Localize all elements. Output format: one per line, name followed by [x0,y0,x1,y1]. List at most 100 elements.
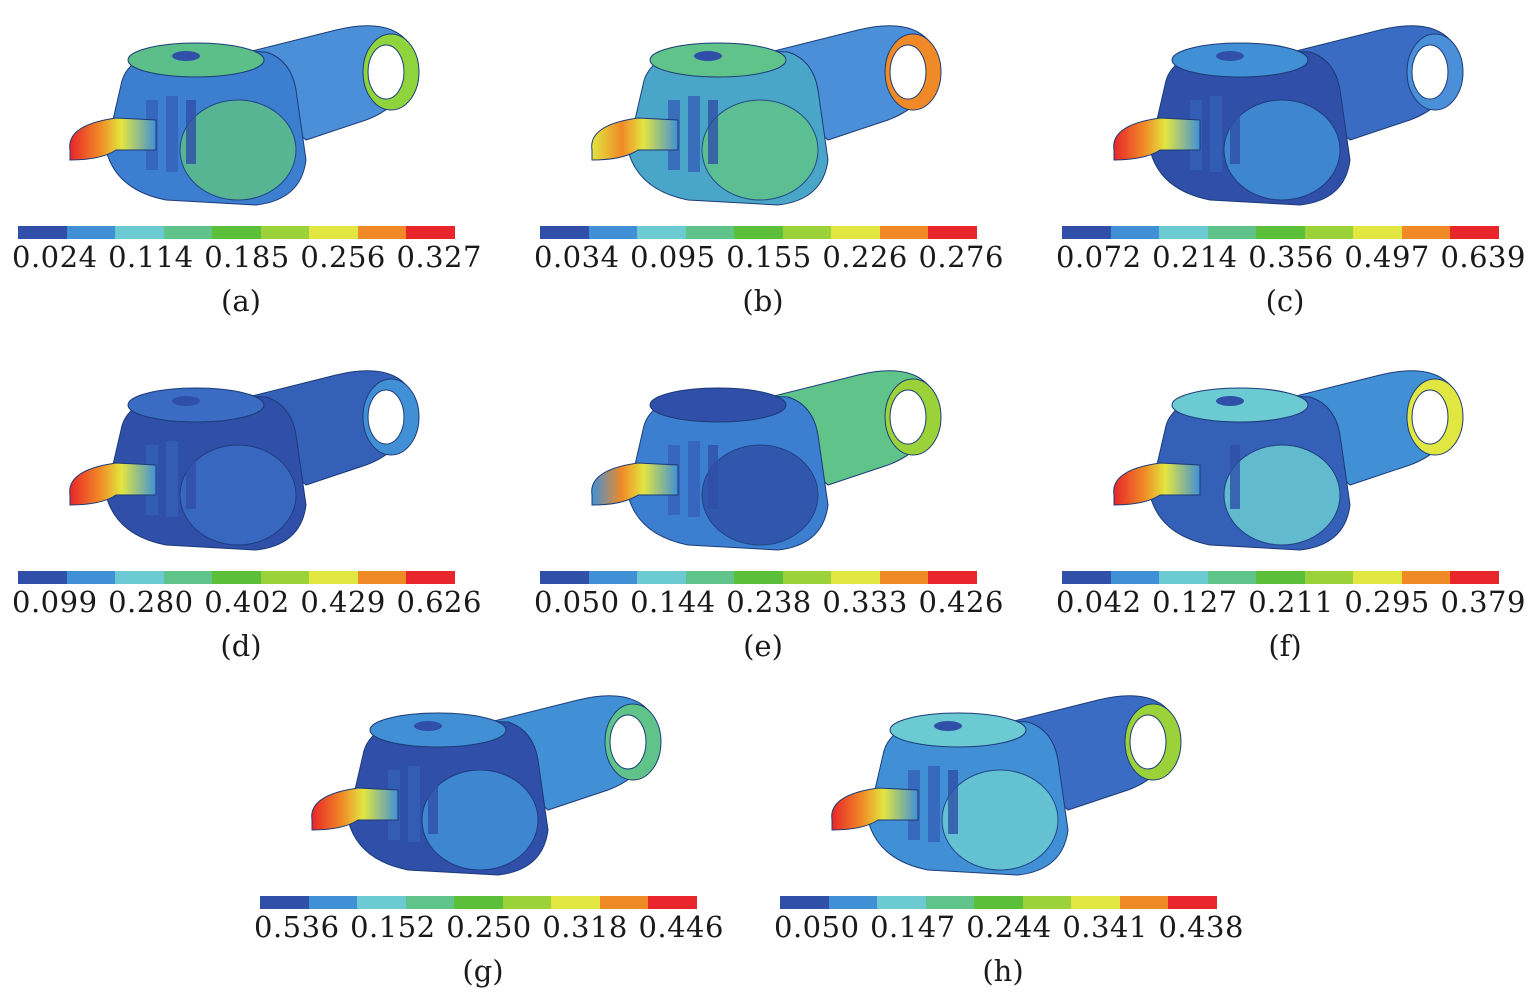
colorbar [540,571,977,584]
colorbar-segment [502,896,551,909]
colorbar [18,571,455,584]
colorbar-segment [1304,226,1353,239]
colorbar-segment [1256,226,1305,239]
colorbar [540,226,977,239]
fea-contour-render [69,370,420,551]
colorbar-segment [782,571,831,584]
colorbar-segment [551,896,600,909]
colorbar-tick-label: 0.250 [446,910,532,944]
colorbar-segment [115,571,164,584]
colorbar-segment [928,226,977,239]
colorbar-segment [1401,571,1450,584]
colorbar-tick-label: 0.438 [1158,910,1244,944]
colorbar-segment [1062,571,1111,584]
colorbar-tick-label: 0.042 [1056,585,1142,619]
colorbar-segment [308,896,357,909]
colorbar-segment [66,571,115,584]
colorbar-tick-label: 0.099 [12,585,98,619]
colorbar-segment [260,226,309,239]
colorbar-segment [1022,896,1071,909]
colorbar-segment [1207,226,1256,239]
fea-contour-render [591,25,942,206]
colorbar [18,226,455,239]
colorbar-segment [974,896,1023,909]
colorbar-tick-label: 0.379 [1440,585,1526,619]
colorbar-segment [879,226,928,239]
colorbar-segment [1110,571,1159,584]
fea-contour-render [591,370,942,551]
colorbar-tick-label: 0.155 [726,240,812,274]
colorbar-segment [1062,226,1111,239]
colorbar-tick-label: 0.238 [726,585,812,619]
subfigure-caption: (f) [1268,629,1302,663]
colorbar-tick-label: 0.226 [822,240,908,274]
colorbar-segment [454,896,503,909]
colorbar-tick-label: 0.426 [918,585,1004,619]
colorbar-tick-label: 0.152 [350,910,436,944]
colorbar-tick-label: 0.341 [1062,910,1148,944]
colorbar-segment [406,226,455,239]
colorbar-tick-labels: 0.042 0.127 0.211 0.295 0.379 [1056,585,1526,619]
colorbar-tick-label: 0.276 [918,240,1004,274]
colorbar-segment [1159,226,1208,239]
colorbar-tick-label: 0.639 [1440,240,1526,274]
colorbar-tick-label: 0.244 [966,910,1052,944]
colorbar-segment [1353,226,1402,239]
colorbar-segment [18,571,67,584]
colorbar-segment [831,226,880,239]
colorbar-tick-label: 0.356 [1248,240,1334,274]
colorbar-tick-label: 0.497 [1344,240,1430,274]
colorbar-segment [1256,571,1305,584]
colorbar-segment [115,226,164,239]
colorbar-segment [540,226,589,239]
fea-contour-render [1113,25,1464,206]
colorbar-tick-label: 0.114 [108,240,194,274]
colorbar-tick-labels: 0.050 0.144 0.238 0.333 0.426 [534,585,1004,619]
colorbar-segment [734,571,783,584]
colorbar-tick-label: 0.280 [108,585,194,619]
colorbar-segment [18,226,67,239]
colorbar-segment [782,226,831,239]
colorbar-tick-label: 0.144 [630,585,716,619]
colorbar-segment [925,896,974,909]
colorbar-segment [212,571,261,584]
colorbar-tick-label: 0.536 [254,910,340,944]
colorbar-segment [1450,571,1499,584]
colorbar-tick-labels: 0.050 0.147 0.244 0.341 0.438 [774,910,1244,944]
colorbar-segment [260,571,309,584]
colorbar-segment [780,896,829,909]
colorbar-segment [540,571,589,584]
colorbar-segment [637,571,686,584]
subfigure-panel: 0.072 0.214 0.356 0.497 0.639 (c) [1050,0,1525,320]
colorbar-segment [260,896,309,909]
colorbar-segment [1168,896,1217,909]
colorbar-tick-label: 0.024 [12,240,98,274]
subfigure-caption: (g) [462,954,504,988]
colorbar-segment [877,896,926,909]
colorbar-tick-label: 0.333 [822,585,908,619]
colorbar-tick-label: 0.185 [204,240,290,274]
colorbar-segment [163,571,212,584]
colorbar-segment [163,226,212,239]
colorbar [1062,226,1499,239]
colorbar [1062,571,1499,584]
colorbar-segment [637,226,686,239]
colorbar-segment [648,896,697,909]
subfigure-panel: 0.050 0.144 0.238 0.333 0.426 (e) [528,345,1003,665]
colorbar-segment [928,571,977,584]
colorbar-segment [1401,226,1450,239]
colorbar-segment [831,571,880,584]
colorbar-segment [1119,896,1168,909]
colorbar-segment [588,571,637,584]
colorbar-segment [1304,571,1353,584]
colorbar-segment [734,226,783,239]
colorbar-segment [357,226,406,239]
colorbar-segment [309,571,358,584]
fea-contour-render [831,695,1182,876]
colorbar-tick-label: 0.095 [630,240,716,274]
subfigure-caption: (c) [1265,284,1305,318]
colorbar-segment [66,226,115,239]
colorbar-tick-label: 0.327 [396,240,482,274]
colorbar-tick-labels: 0.034 0.095 0.155 0.226 0.276 [534,240,1004,274]
colorbar-tick-label: 0.256 [300,240,386,274]
